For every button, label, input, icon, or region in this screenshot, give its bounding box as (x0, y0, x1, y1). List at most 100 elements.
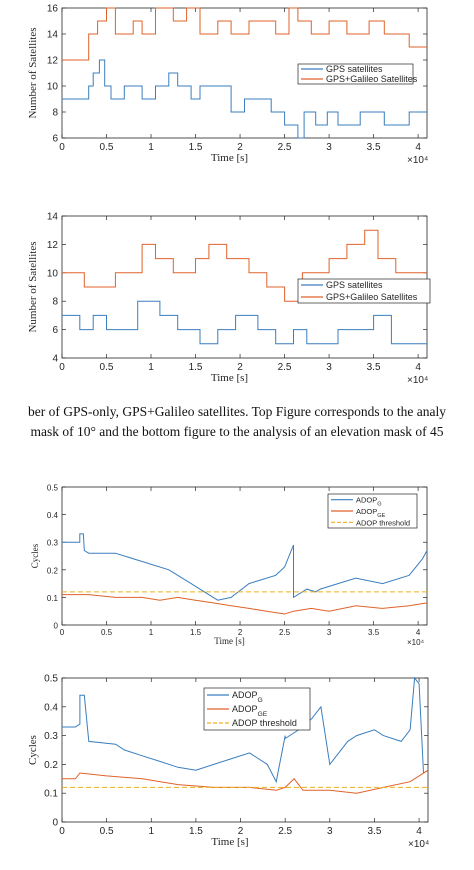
legend-entry-label: GPS satellites (326, 64, 383, 74)
y-tick-label: 0.2 (47, 566, 59, 575)
x-tick-label: 3 (326, 142, 332, 153)
y-axis-label: Number of Satellites (27, 27, 39, 118)
series-line-1 (62, 533, 428, 601)
x-tick-label: 3 (326, 362, 332, 373)
legend-entry-label: ADOPG (356, 496, 382, 508)
x-tick-label: 0 (60, 628, 65, 637)
x-tick-label: 1.5 (189, 826, 203, 837)
x-tick-label: 4 (415, 142, 421, 153)
y-tick-label: 0.5 (44, 674, 58, 685)
x-tick-label: 4 (416, 826, 422, 837)
x-tick-label: 2.5 (278, 826, 292, 837)
chart-3: 0 0.5 1 1.5 2 2.5 3 3.5 4 0 0.1 0.2 0.3 0.4 0.5 Time [s… (30, 484, 428, 647)
series-line-2 (62, 7, 427, 61)
series-line-1 (62, 300, 427, 345)
y-tick-label: 0 (52, 818, 58, 829)
x-tick-label: 2 (238, 628, 243, 637)
x-tick-label: 4 (416, 628, 421, 637)
x-tick-label: 1 (149, 628, 154, 637)
y-tick-label: 0.3 (44, 731, 58, 742)
y-tick-label: 0.5 (47, 484, 59, 493)
x-tick-label: 0 (59, 826, 65, 837)
y-tick-label: 10 (47, 268, 59, 279)
x-tick-label: 1.5 (189, 362, 203, 373)
x-tick-label: 3 (327, 826, 333, 837)
y-tick-label: 0.2 (44, 760, 58, 771)
y-tick-label: 12 (47, 56, 59, 67)
series-line-1 (62, 676, 429, 784)
legend-box (297, 63, 414, 85)
x-tick-label: 2 (237, 362, 243, 373)
x-tick-label: 1 (148, 362, 154, 373)
chart-4: 0 0.5 1 1.5 2 2.5 3 3.5 4 0 0.1 0.2 0.3 0.4 0.5 Time [s… (27, 674, 429, 851)
x-exponent-label: ×10⁴ (407, 155, 428, 166)
y-axis-label: Number of Satellites (27, 241, 39, 332)
chart-2: 0 0.5 1 1.5 2 2.5 3 3.5 4 4 6 8 10 12 14 Time [s] Number… (27, 212, 431, 386)
x-tick-label: 3.5 (368, 628, 380, 637)
y-tick-label: 6 (52, 325, 58, 336)
y-tick-label: 14 (47, 212, 59, 223)
y-axis-label: Cycles (30, 543, 40, 568)
x-tick-label: 4 (415, 362, 421, 373)
x-tick-label: 0.5 (100, 826, 114, 837)
series-line-2 (62, 594, 428, 615)
legend: GPS satellites GPS+Galileo Satellites (297, 278, 431, 304)
x-exponent-label: ×10⁴ (407, 638, 425, 647)
y-tick-label: 4 (52, 354, 58, 365)
x-tick-label: 2.5 (278, 142, 292, 153)
series-line-2 (62, 229, 427, 302)
series-line-1 (62, 59, 427, 139)
x-axis-label: Time [s] (211, 152, 248, 164)
x-axis-label: Time [s] (211, 836, 248, 848)
x-tick-label: 3.5 (367, 826, 381, 837)
legend-entry-label: ADOP threshold (356, 518, 410, 527)
y-tick-label: 0.1 (44, 789, 58, 800)
legend-entry-label: ADOP threshold (232, 718, 297, 728)
x-tick-label: 0 (59, 362, 65, 373)
x-exponent-label: ×10⁴ (407, 375, 428, 386)
y-tick-label: 10 (47, 82, 59, 93)
legend-entry-label: GPS+Galileo Satellites (326, 292, 418, 302)
y-tick-label: 0 (54, 622, 59, 631)
y-tick-label: 6 (52, 134, 58, 145)
y-tick-label: 0.1 (47, 594, 59, 603)
y-tick-label: 12 (47, 240, 59, 251)
x-tick-label: 0.5 (101, 628, 113, 637)
y-tick-label: 14 (47, 30, 59, 41)
x-tick-label: 2 (238, 826, 244, 837)
x-exponent-label: ×10⁴ (408, 839, 429, 850)
y-tick-label: 8 (52, 108, 58, 119)
y-tick-label: 16 (47, 4, 59, 15)
x-tick-label: 1.5 (189, 142, 203, 153)
y-tick-label: 8 (52, 297, 58, 308)
legend-entry-label: GPS+Galileo Satellites (326, 74, 418, 84)
x-tick-label: 2.5 (278, 362, 292, 373)
x-tick-label: 2.5 (279, 628, 291, 637)
chart-1: 0 0.5 1 1.5 2 2.5 3 3.5 4 6 8 10 12 14 16 Time [s] Numbe… (27, 4, 428, 167)
x-tick-label: 2 (237, 142, 243, 153)
x-tick-label: 1 (148, 142, 154, 153)
x-tick-label: 0.5 (100, 142, 114, 153)
x-axis-label: Time [s] (214, 636, 244, 646)
x-tick-label: 0.5 (100, 362, 114, 373)
x-tick-label: 1.5 (190, 628, 202, 637)
x-tick-label: 3 (327, 628, 332, 637)
series-line-2 (62, 769, 429, 794)
x-tick-label: 0 (59, 142, 65, 153)
y-tick-label: 0.3 (47, 539, 59, 548)
x-axis-label: Time [s] (211, 372, 248, 384)
y-axis-label: Cycles (27, 735, 39, 765)
y-tick-label: 0.4 (47, 511, 59, 520)
legend-box (297, 278, 431, 304)
x-tick-label: 3.5 (367, 362, 381, 373)
caption-line-2: mask of 10° and the bottom figure to the… (30, 424, 444, 439)
y-tick-label: 0.4 (44, 702, 58, 713)
caption-line-1: ber of GPS-only, GPS+Galileo satellites.… (28, 404, 446, 419)
x-tick-label: 3.5 (367, 142, 381, 153)
legend-entry-label: GPS satellites (326, 280, 383, 290)
x-tick-label: 1 (148, 826, 154, 837)
